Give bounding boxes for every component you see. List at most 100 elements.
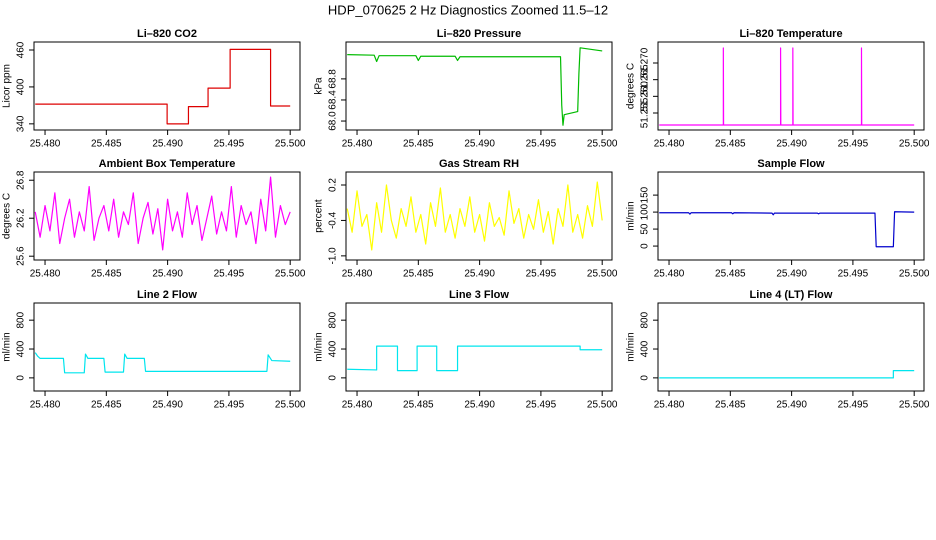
series-line <box>34 176 291 251</box>
y-axis-label: degrees C <box>626 63 637 109</box>
series-line <box>659 47 915 126</box>
x-tick-label: 25.480 <box>30 400 61 411</box>
plot-frame <box>33 41 301 131</box>
x-tick-label: 25.485 <box>403 269 434 280</box>
y-axis-label: kPa <box>314 77 325 95</box>
x-tick-label: 25.490 <box>152 400 183 411</box>
series-line <box>659 211 915 248</box>
y-axis-label: ml/min <box>626 332 637 361</box>
x-tick-label: 25.500 <box>587 139 618 150</box>
x-tick-label: 25.495 <box>214 400 245 411</box>
y-tick-label: 68.4 <box>328 90 339 110</box>
panel-title: Li–820 Temperature <box>739 28 842 40</box>
x-tick-label: 25.495 <box>838 269 869 280</box>
x-tick-label: 25.480 <box>654 400 685 411</box>
x-tick-label: 25.495 <box>526 400 557 411</box>
x-tick-label: 25.490 <box>464 139 495 150</box>
x-tick-label: 25.485 <box>91 400 122 411</box>
y-tick-label: 51.260 <box>640 81 651 112</box>
y-tick-label: 25.6 <box>16 246 27 266</box>
y-tick-label: 26.2 <box>16 208 27 228</box>
y-tick-label: 50 <box>640 223 651 235</box>
y-tick-label: 0 <box>640 243 651 249</box>
x-tick-label: 25.500 <box>275 269 306 280</box>
x-tick-label: 25.495 <box>838 139 869 150</box>
plot-frame <box>657 171 925 261</box>
series-line <box>34 352 291 374</box>
x-tick-label: 25.480 <box>654 139 685 150</box>
panel-title: Li–820 CO2 <box>137 28 197 40</box>
x-tick-label: 25.485 <box>715 400 746 411</box>
y-tick-label: 800 <box>328 311 339 328</box>
y-tick-label: 51.255 <box>640 97 651 128</box>
y-tick-label: 400 <box>640 340 651 357</box>
x-tick-label: 25.480 <box>342 269 373 280</box>
x-tick-label: 25.490 <box>776 400 807 411</box>
y-tick-label: 400 <box>16 78 27 95</box>
plot-frame <box>33 302 301 392</box>
y-tick-label: 68.8 <box>328 69 339 89</box>
plot-frame <box>345 302 613 392</box>
x-tick-label: 25.500 <box>587 400 618 411</box>
panel-title: Li–820 Pressure <box>437 28 521 40</box>
panel-title: Line 4 (LT) Flow <box>750 289 833 301</box>
y-tick-label: 100 <box>640 203 651 220</box>
x-tick-label: 25.490 <box>464 269 495 280</box>
x-tick-label: 25.485 <box>91 269 122 280</box>
y-tick-label: 460 <box>16 41 27 58</box>
x-tick-label: 25.490 <box>776 139 807 150</box>
x-tick-label: 25.480 <box>654 269 685 280</box>
x-tick-label: 25.490 <box>152 269 183 280</box>
y-tick-label: -1.0 <box>328 247 339 265</box>
y-tick-label: 800 <box>640 311 651 328</box>
panel-title: Line 3 Flow <box>449 289 509 301</box>
x-tick-label: 25.485 <box>403 139 434 150</box>
x-tick-label: 25.480 <box>30 139 61 150</box>
series-line <box>347 345 603 372</box>
plot-frame <box>345 41 613 131</box>
panel-title: Line 2 Flow <box>137 289 197 301</box>
panel-title: Sample Flow <box>757 158 825 170</box>
x-tick-label: 25.485 <box>715 269 746 280</box>
series-line <box>35 48 291 125</box>
y-tick-label: 51.265 <box>640 64 651 95</box>
x-tick-label: 25.495 <box>526 269 557 280</box>
y-tick-label: 26.8 <box>16 170 27 190</box>
y-tick-label: 400 <box>16 340 27 357</box>
x-tick-label: 25.495 <box>214 269 245 280</box>
x-tick-label: 25.500 <box>587 269 618 280</box>
panel-title: Gas Stream RH <box>439 158 519 170</box>
x-tick-label: 25.500 <box>899 139 930 150</box>
x-tick-label: 25.500 <box>899 269 930 280</box>
x-tick-label: 25.480 <box>30 269 61 280</box>
plot-frame <box>657 302 925 392</box>
y-tick-label: 0 <box>640 375 651 381</box>
x-tick-label: 25.490 <box>152 139 183 150</box>
plot-frame <box>33 171 301 261</box>
y-axis-label: ml/min <box>314 332 325 361</box>
x-tick-label: 25.495 <box>526 139 557 150</box>
plot-frame <box>657 41 925 131</box>
x-tick-label: 25.490 <box>776 269 807 280</box>
y-tick-label: -0.4 <box>328 211 339 229</box>
y-tick-label: 51.270 <box>640 47 651 78</box>
x-tick-label: 25.480 <box>342 139 373 150</box>
x-tick-label: 25.485 <box>403 400 434 411</box>
x-tick-label: 25.495 <box>838 400 869 411</box>
y-tick-label: 340 <box>16 115 27 132</box>
y-axis-label: Licor ppm <box>2 64 13 108</box>
series-line <box>347 47 603 126</box>
plot-frame <box>345 171 613 261</box>
x-tick-label: 25.495 <box>214 139 245 150</box>
y-tick-label: 800 <box>16 311 27 328</box>
y-tick-label: 68.0 <box>328 111 339 131</box>
y-axis-label: percent <box>314 199 325 233</box>
x-tick-label: 25.490 <box>464 400 495 411</box>
y-tick-label: 0.2 <box>328 178 339 192</box>
x-tick-label: 25.485 <box>91 139 122 150</box>
panel-title: Ambient Box Temperature <box>99 158 236 170</box>
y-tick-label: 150 <box>640 186 651 203</box>
x-tick-label: 25.500 <box>899 400 930 411</box>
